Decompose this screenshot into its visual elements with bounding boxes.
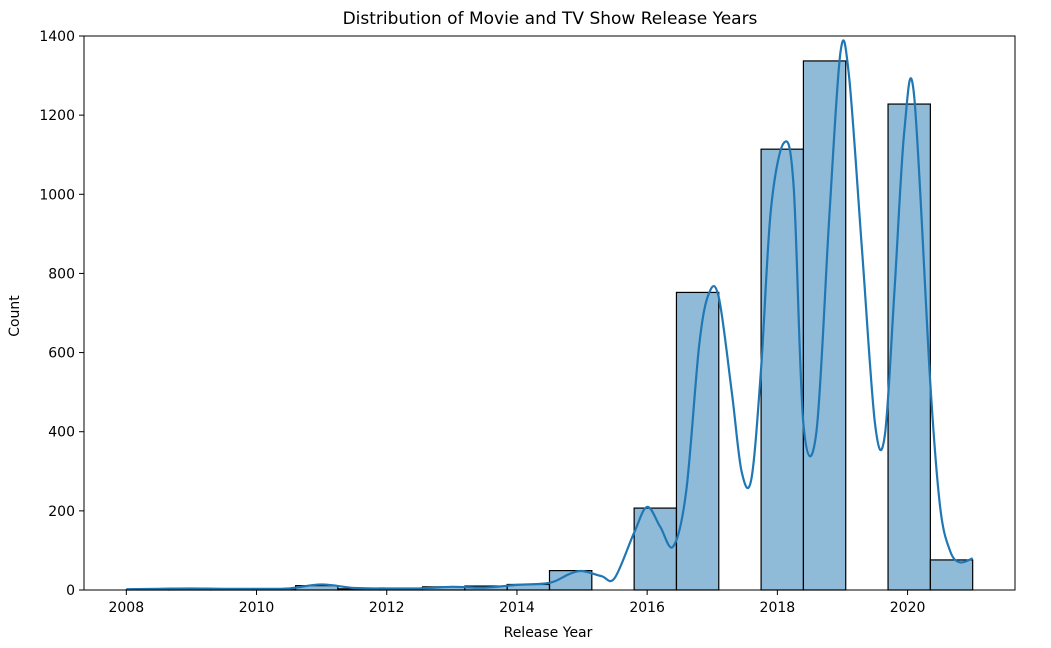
x-axis: 2008 2010 2012 2014 2016 2018 2020 bbox=[108, 590, 925, 616]
histogram-bar bbox=[675, 291, 720, 591]
histogram-bar bbox=[929, 559, 974, 591]
x-tick-label: 2012 bbox=[369, 600, 405, 616]
histogram-bar bbox=[633, 507, 678, 591]
y-tick-label: 200 bbox=[48, 504, 75, 520]
y-tick-label: 1200 bbox=[39, 108, 75, 124]
kde-curve bbox=[126, 39, 974, 591]
y-tick-label: 1400 bbox=[39, 29, 75, 45]
histogram-bar bbox=[887, 103, 931, 591]
x-tick-label: 2020 bbox=[890, 600, 926, 616]
x-tick-label: 2018 bbox=[760, 600, 796, 616]
x-tick-label: 2016 bbox=[629, 600, 665, 616]
x-tick-label: 2014 bbox=[499, 600, 535, 616]
x-tick-label: 2010 bbox=[239, 600, 275, 616]
plot-frame bbox=[83, 35, 1016, 591]
x-axis-label: Release Year bbox=[504, 625, 593, 641]
y-axis: 0 200 400 600 800 1000 1200 1400 bbox=[39, 29, 84, 599]
y-tick-label: 800 bbox=[48, 266, 75, 282]
y-tick-label: 1000 bbox=[39, 187, 75, 203]
y-axis-label: Count bbox=[7, 295, 23, 337]
y-tick-label: 400 bbox=[48, 425, 75, 441]
chart-title: Distribution of Movie and TV Show Releas… bbox=[343, 9, 758, 29]
y-tick-label: 0 bbox=[66, 583, 75, 599]
y-tick-label: 600 bbox=[48, 346, 75, 362]
histogram-bars bbox=[125, 60, 974, 591]
histogram-bar bbox=[760, 148, 805, 591]
histogram-bar bbox=[802, 60, 847, 591]
x-tick-label: 2008 bbox=[108, 600, 144, 616]
